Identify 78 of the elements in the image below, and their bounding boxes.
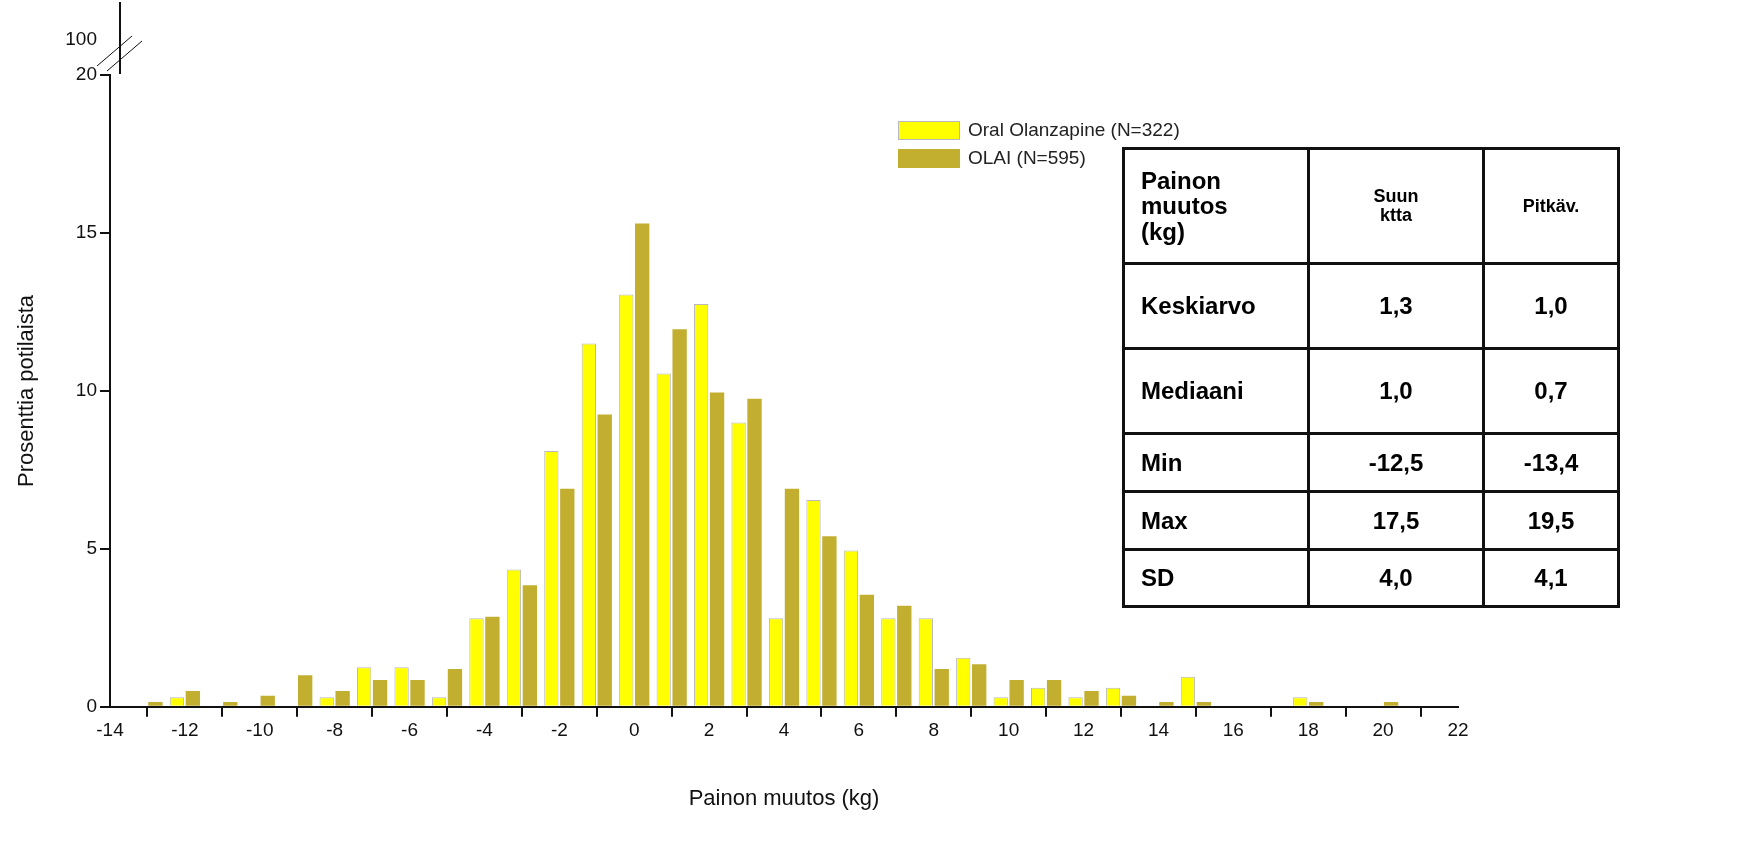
bar <box>972 664 987 706</box>
annotation: Keskiarvo <box>1123 263 1309 349</box>
x-tick-label: 16 <box>1222 719 1244 741</box>
x-tick-label: -8 <box>326 719 344 741</box>
x-tick-label: -12 <box>171 719 199 741</box>
bar <box>560 488 575 706</box>
x-tick-label: 10 <box>998 719 1020 741</box>
bar <box>1084 691 1099 706</box>
bar <box>1009 679 1024 706</box>
bar <box>223 702 238 706</box>
bar <box>372 679 388 706</box>
bar <box>709 392 725 706</box>
y-tick-label: 10 <box>75 379 97 401</box>
bar <box>522 585 538 706</box>
bar <box>635 223 650 706</box>
annotation: Min <box>1123 433 1309 492</box>
x-tick-label: 22 <box>1447 719 1469 741</box>
bar <box>672 329 687 706</box>
bar <box>859 594 875 706</box>
bar <box>410 679 425 706</box>
legend-label: OLAI (N=595) <box>968 147 1086 168</box>
text: 100 <box>65 28 97 49</box>
x-tick-label: 14 <box>1147 719 1170 741</box>
x-tick-label: 4 <box>778 719 790 741</box>
annotation: Max <box>1123 491 1309 550</box>
bar <box>784 488 800 706</box>
bar <box>485 616 500 706</box>
bar <box>1121 695 1137 706</box>
bar <box>1046 679 1062 706</box>
bar <box>1383 702 1399 706</box>
legend-label: Oral Olanzapine (N=322) <box>967 118 1180 142</box>
x-tick-label: 2 <box>703 719 715 741</box>
bar <box>934 668 949 706</box>
x-tick-label: 18 <box>1297 719 1319 741</box>
text: 0,7 <box>1483 348 1619 434</box>
x-tick-label: 12 <box>1072 719 1095 741</box>
annotation: 4,0 <box>1308 549 1484 607</box>
text: 4,1 <box>1483 549 1619 607</box>
bar <box>747 398 762 706</box>
bar <box>447 668 463 706</box>
annotation: 1,3 <box>1308 263 1484 349</box>
x-axis-title: Painon muutos (kg) <box>688 784 880 810</box>
annotation: SD <box>1123 549 1309 607</box>
bar <box>260 695 275 706</box>
annotation: Mediaani <box>1123 348 1309 434</box>
bar <box>1159 702 1174 706</box>
bar <box>1309 702 1324 706</box>
y-axis-title: Prosenttia potilaista <box>13 294 39 487</box>
bar <box>597 414 612 706</box>
bar <box>897 605 912 706</box>
bar <box>298 675 313 706</box>
text: 1,0 <box>1483 263 1619 349</box>
annotation: Painon muutos (kg) <box>1123 148 1309 264</box>
x-tick-label: 8 <box>928 719 940 741</box>
x-tick-label: 20 <box>1372 719 1394 741</box>
y-tick-label: 0 <box>86 695 97 717</box>
bar <box>185 691 201 706</box>
x-tick-label: -14 <box>96 719 125 741</box>
bar <box>148 702 163 706</box>
y-tick-label: 5 <box>86 537 97 559</box>
annotation: 17,5 <box>1308 491 1484 550</box>
x-tick-label: -10 <box>246 719 274 741</box>
x-tick-label: 0 <box>628 719 640 741</box>
bar <box>1196 702 1212 706</box>
x-tick-label: 6 <box>853 719 865 741</box>
text: Pitkäv. <box>1483 148 1619 264</box>
annotation: -12,5 <box>1308 433 1484 492</box>
x-tick-label: -4 <box>475 719 494 741</box>
y-tick-label: 15 <box>75 221 97 243</box>
annotation: 1,0 <box>1308 348 1484 434</box>
annotation: Suun ktta <box>1308 148 1484 264</box>
x-tick-label: -6 <box>401 719 419 741</box>
text: 19,5 <box>1483 491 1619 550</box>
x-tick-label: -2 <box>550 719 568 741</box>
bar <box>335 691 350 706</box>
y-tick-label: 20 <box>75 63 97 85</box>
bar <box>822 536 837 706</box>
text: -13,4 <box>1483 433 1619 492</box>
